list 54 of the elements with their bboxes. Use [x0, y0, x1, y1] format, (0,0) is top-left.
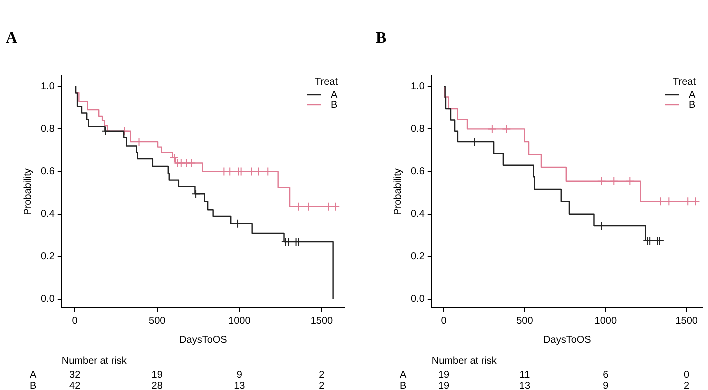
y-tick-label: 0.4	[40, 209, 56, 220]
legend-label: A	[331, 90, 338, 101]
text: 13	[519, 380, 531, 390]
legend-label: B	[689, 100, 696, 111]
text: Number at risk	[432, 356, 498, 367]
text: 0	[684, 370, 690, 381]
text: 13	[234, 380, 246, 390]
legend-label: A	[689, 90, 696, 101]
y-tick-label: 0.4	[410, 209, 426, 220]
x-tick-label: 0	[441, 316, 448, 327]
text: 11	[520, 370, 531, 381]
text: B	[400, 380, 407, 390]
text: 28	[152, 380, 164, 390]
text: Number at risk	[62, 356, 128, 367]
y-tick-label: 1.0	[40, 81, 56, 92]
legend-title: Treat	[673, 76, 696, 88]
y-tick-label: 1.0	[410, 81, 426, 92]
y-tick-label: 0.8	[410, 124, 426, 135]
text: 32	[70, 370, 82, 381]
text: 42	[70, 380, 82, 390]
y-tick-label: 0.8	[40, 124, 56, 135]
x-tick-label: 1500	[676, 316, 698, 327]
x-tick-label: 0	[72, 316, 78, 327]
y-tick-label: 0.6	[40, 166, 56, 178]
x-tick-label: 1000	[594, 316, 618, 327]
text: 19	[152, 370, 164, 381]
text: 19	[438, 370, 450, 381]
y-tick-label: 0.2	[410, 252, 426, 263]
y-tick-label: 0.0	[410, 294, 426, 306]
x-tick-label: 500	[516, 316, 534, 327]
x-axis-title: DaysToOS	[180, 334, 228, 346]
text: A	[400, 370, 407, 381]
chart-title: B	[376, 30, 387, 48]
text: 9	[603, 380, 610, 390]
text: B	[30, 380, 37, 390]
y-tick-label: 0.0	[40, 294, 56, 306]
text: 2	[319, 370, 326, 381]
legend-title: Treat	[315, 76, 338, 88]
y-tick-label: 0.6	[410, 166, 426, 178]
y-axis-title: Probability	[392, 168, 404, 216]
chart-title: A	[6, 30, 18, 48]
text: 2	[684, 380, 690, 390]
x-axis-title: DaysToOS	[544, 334, 592, 346]
text: 19	[438, 380, 450, 390]
legend-label: B	[331, 100, 338, 111]
y-axis-title: Probability	[22, 168, 34, 216]
x-tick-label: 500	[149, 316, 166, 327]
x-tick-label: 1000	[228, 316, 252, 327]
y-tick-label: 0.2	[40, 252, 56, 263]
text: 9	[236, 370, 243, 381]
x-tick-label: 1500	[310, 316, 334, 327]
text: A	[30, 370, 37, 381]
text: 6	[603, 370, 610, 381]
text: 2	[319, 380, 326, 390]
